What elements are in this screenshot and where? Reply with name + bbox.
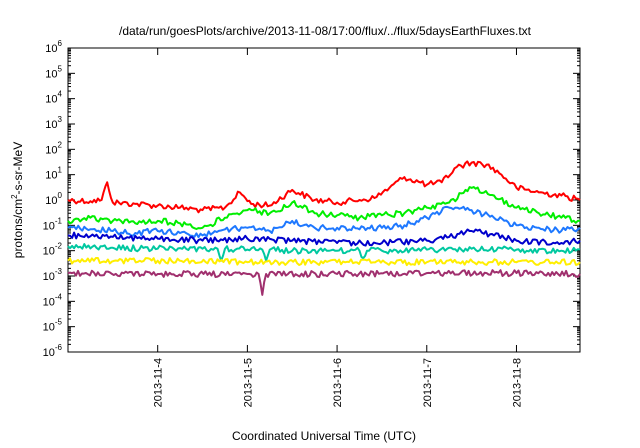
- y-tick-label: 10-1: [43, 216, 63, 232]
- x-tick-label: 2013-11-7: [422, 358, 434, 407]
- y-tick-label: 10-3: [43, 267, 63, 283]
- y-axis-label-rest: -s-sr-MeV: [11, 142, 25, 195]
- x-axis: 2013-11-4 2013-11-5 2013-11-6 2013-11-7 2013…: [153, 48, 523, 407]
- y-axis: 10-6 10-5 10-4 10-3 10-2 10-1 100 101 102 103 104 1…: [43, 39, 580, 359]
- y-tick-label: 10-6: [43, 343, 63, 359]
- y-axis-label-sup: 2: [10, 194, 19, 199]
- series-line: [67, 228, 581, 247]
- y-tick-label: 103: [45, 115, 62, 131]
- y-tick-label: 100: [45, 191, 62, 207]
- x-tick-label: 2013-11-6: [332, 358, 344, 407]
- x-axis-label: Coordinated Universal Time (UTC): [232, 429, 416, 443]
- y-axis-label-base: protons/cm: [11, 199, 25, 258]
- series-line: [67, 257, 581, 267]
- series-line: [67, 205, 581, 239]
- y-axis-label: protons/cm2-s-sr-MeV: [10, 142, 25, 258]
- series-line: [67, 269, 581, 296]
- y-tick-label: 104: [45, 90, 62, 106]
- x-tick-label: 2013-11-4: [153, 358, 165, 407]
- y-tick-label: 10-5: [43, 318, 63, 334]
- x-tick-label: 2013-11-8: [511, 358, 523, 407]
- y-tick-label: 106: [45, 39, 62, 55]
- y-tick-label: 102: [45, 140, 62, 156]
- plot-area: 10-6 10-5 10-4 10-3 10-2 10-1 100 101 102 103 104 1…: [43, 39, 581, 407]
- series-layer: [67, 160, 581, 296]
- series-line: [67, 243, 581, 262]
- y-tick-label: 105: [45, 64, 62, 80]
- y-tick-label: 10-4: [43, 292, 63, 308]
- series-line: [67, 186, 581, 230]
- y-tick-label: 10-2: [43, 242, 63, 258]
- x-tick-label: 2013-11-5: [242, 358, 254, 407]
- chart-title: /data/run/goesPlots/archive/2013-11-08/1…: [119, 24, 532, 38]
- series-line: [67, 160, 581, 214]
- y-tick-label: 101: [45, 166, 62, 182]
